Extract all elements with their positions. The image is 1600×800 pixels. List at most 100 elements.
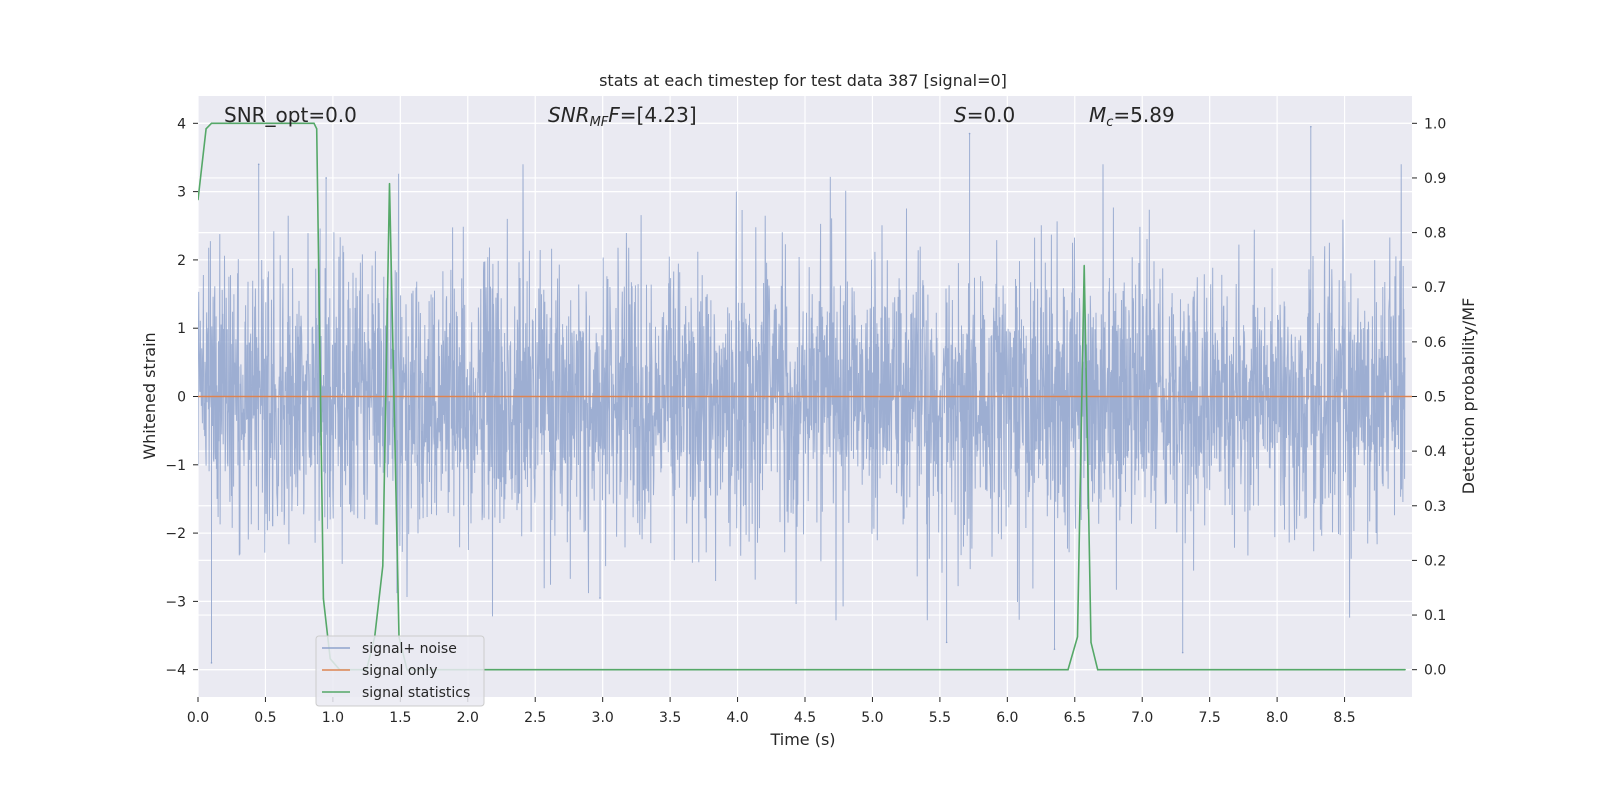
y-left-axis-ticks: 4 3 2 1 0 −1 −2 −3 −4 [165,116,198,679]
yr-tick-label-10: 0.0 [1424,663,1446,679]
yr-tick-label-8: 0.2 [1424,553,1446,569]
peak-point-1 [257,163,260,166]
stat-point-11 [316,128,318,130]
legend-label-signal-statistics: signal statistics [362,685,470,701]
annotation-snr-mf: SNRMFF=[4.23] [548,103,697,130]
x-tick-label-16: 8.0 [1266,710,1288,726]
yr-tick-label-7: 0.3 [1424,499,1446,515]
legend: signal+ noise signal only signal statist… [315,635,485,707]
y-left-axis-label: Whitened strain [140,332,159,459]
x-tick-label-8: 4.0 [726,710,748,726]
x-tick-label-6: 3.0 [592,710,614,726]
annotation-snr-mf-value: =[4.23] [620,103,697,127]
peak-point-2 [325,177,327,179]
yr-tick-label-9: 0.1 [1424,608,1446,624]
x-axis-ticks: 0.0 0.5 1.0 1.5 2.0 2.5 3.0 3.5 4.0 4.5 5.0 5.5 6.0 6… [187,697,1356,726]
stat-point-29 [1076,636,1079,638]
y-right-axis-ticks: 1.0 0.9 0.8 0.7 0.6 0.5 0.4 0.3 0.2 0.1 0.0 [1412,116,1446,679]
annotation-s: S=0.0 [954,103,1015,127]
x-tick-label-13: 6.5 [1064,710,1086,726]
peak-point-4 [945,641,948,644]
line-signal-statistics [198,122,1406,671]
yr-tick-label-4: 0.6 [1424,335,1446,351]
chart-title: stats at each timestep for test data 387… [599,71,1007,90]
yr-tick-label-0: 1.0 [1424,116,1446,132]
stat-point-27 [1006,669,1008,671]
peak-point-5 [968,132,971,135]
x-tick-label-2: 1.0 [322,710,344,726]
peak-point-7 [1181,651,1184,654]
x-tick-label-17: 8.5 [1333,710,1355,726]
peak-point-6 [1053,648,1056,650]
yl-tick-label-7: −3 [165,594,186,610]
stat-point-24 [602,669,604,671]
annotation-snr-opt: SNR_opt=0.0 [224,103,357,127]
legend-box [315,635,485,707]
x-tick-label-5: 2.5 [524,710,546,726]
stat-point-6 [264,122,267,124]
stat-point-8 [291,122,294,124]
stat-point-2 [210,122,213,124]
stat-point-28 [1067,669,1069,671]
stat-point-34 [1276,669,1278,671]
yr-tick-label-1: 0.9 [1424,171,1446,187]
x-tick-label-11: 5.5 [929,710,951,726]
peak-point-3 [599,597,601,599]
stat-point-35 [1404,669,1406,671]
yr-tick-label-5: 0.5 [1424,390,1446,406]
annotation-mc-sub: c [1106,115,1113,130]
yl-tick-label-4: 0 [177,390,186,406]
stat-point-25 [736,669,739,671]
legend-label-signal-only: signal only [362,663,437,679]
yl-tick-label-1: 3 [177,185,186,201]
stat-point-9 [305,122,307,124]
stat-point-5 [251,122,253,124]
x-tick-label-1: 0.5 [254,710,276,726]
stat-point-33 [1141,669,1143,671]
yr-tick-label-2: 0.8 [1424,226,1446,242]
x-tick-label-15: 7.5 [1199,710,1221,726]
stat-point-0 [198,199,199,201]
x-tick-label-4: 2.0 [457,710,479,726]
annotation-s-value: =0.0 [967,103,1016,127]
stat-point-7 [278,122,280,124]
stat-point-18 [382,565,384,567]
x-tick-label-7: 3.5 [659,710,681,726]
stat-point-3 [224,122,226,124]
series-signal-plus-noise [198,125,1406,664]
yl-tick-label-6: −2 [165,526,186,542]
yl-tick-label-0: 4 [177,116,186,132]
yl-tick-label-8: −4 [165,663,186,679]
yl-tick-label-5: −1 [165,458,186,474]
stat-point-26 [871,669,874,671]
x-tick-label-10: 5.0 [861,710,883,726]
x-tick-label-9: 4.5 [794,710,816,726]
y-right-axis-label: Detection probability/MF [1459,298,1478,495]
yr-tick-label-6: 0.4 [1424,444,1446,460]
yl-tick-label-2: 2 [177,253,186,269]
x-axis-label: Time (s) [769,730,835,749]
stat-point-19 [388,182,391,185]
stat-point-10 [313,122,315,124]
annotation-s-main: S [954,103,967,127]
legend-label-signal-plus-noise: signal+ noise [362,641,457,657]
yr-tick-label-3: 0.7 [1424,280,1446,296]
yl-tick-label-3: 1 [177,321,186,337]
x-tick-label-12: 6.0 [996,710,1018,726]
stat-point-32 [1097,669,1099,671]
peak-point-0 [210,662,213,664]
stat-point-31 [1090,641,1092,643]
x-tick-label-3: 1.5 [389,710,411,726]
annotation-snr-mf-main: SNR [548,103,590,127]
annotation-mc-value: =5.89 [1113,103,1174,127]
annotation-mc: Mc=5.89 [1089,103,1175,130]
stat-point-1 [205,128,207,130]
x-tick-label-0: 0.0 [187,710,209,726]
annotation-snr-mf-sub: MF [590,115,609,130]
line-signal-plus-noise [198,126,1406,663]
stat-point-30 [1083,264,1085,266]
peak-point-8 [1310,125,1312,128]
stat-point-4 [237,122,240,124]
x-tick-label-14: 7.0 [1131,710,1153,726]
